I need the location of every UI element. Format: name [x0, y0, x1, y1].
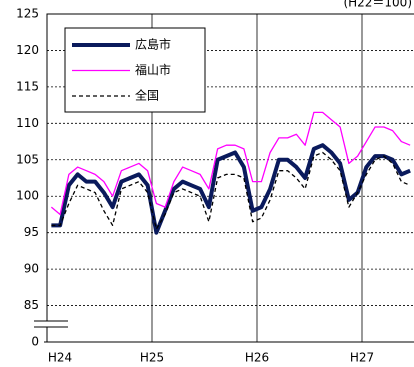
y-tick-label: 95 — [24, 225, 39, 239]
y-tick-label: 120 — [16, 43, 39, 57]
series-line — [50, 111, 411, 216]
x-tick-label: H24 — [48, 351, 72, 365]
y-tick-label: 125 — [16, 7, 39, 21]
y-tick-label: 110 — [16, 116, 39, 130]
x-tick-label: H26 — [245, 351, 269, 365]
legend-label: 広島市 — [135, 37, 171, 52]
series-line — [51, 151, 411, 230]
x-tick-label: H27 — [350, 351, 374, 365]
y-tick-label: 90 — [24, 262, 39, 276]
axis-break-gap — [34, 321, 64, 327]
y-tick-label: 115 — [16, 79, 39, 93]
plot-border — [46, 13, 414, 343]
series-line — [51, 143, 411, 235]
legend-label: 福山市 — [135, 62, 171, 77]
y-tick-label: 100 — [16, 189, 39, 203]
y-tick-label: 85 — [24, 298, 39, 312]
legend-label: 全国 — [135, 88, 159, 103]
y-tick-label: 0 — [31, 335, 39, 349]
annotation: (H22＝100) — [343, 0, 412, 10]
y-tick-label: 105 — [16, 152, 39, 166]
x-tick-label: H25 — [140, 351, 164, 365]
